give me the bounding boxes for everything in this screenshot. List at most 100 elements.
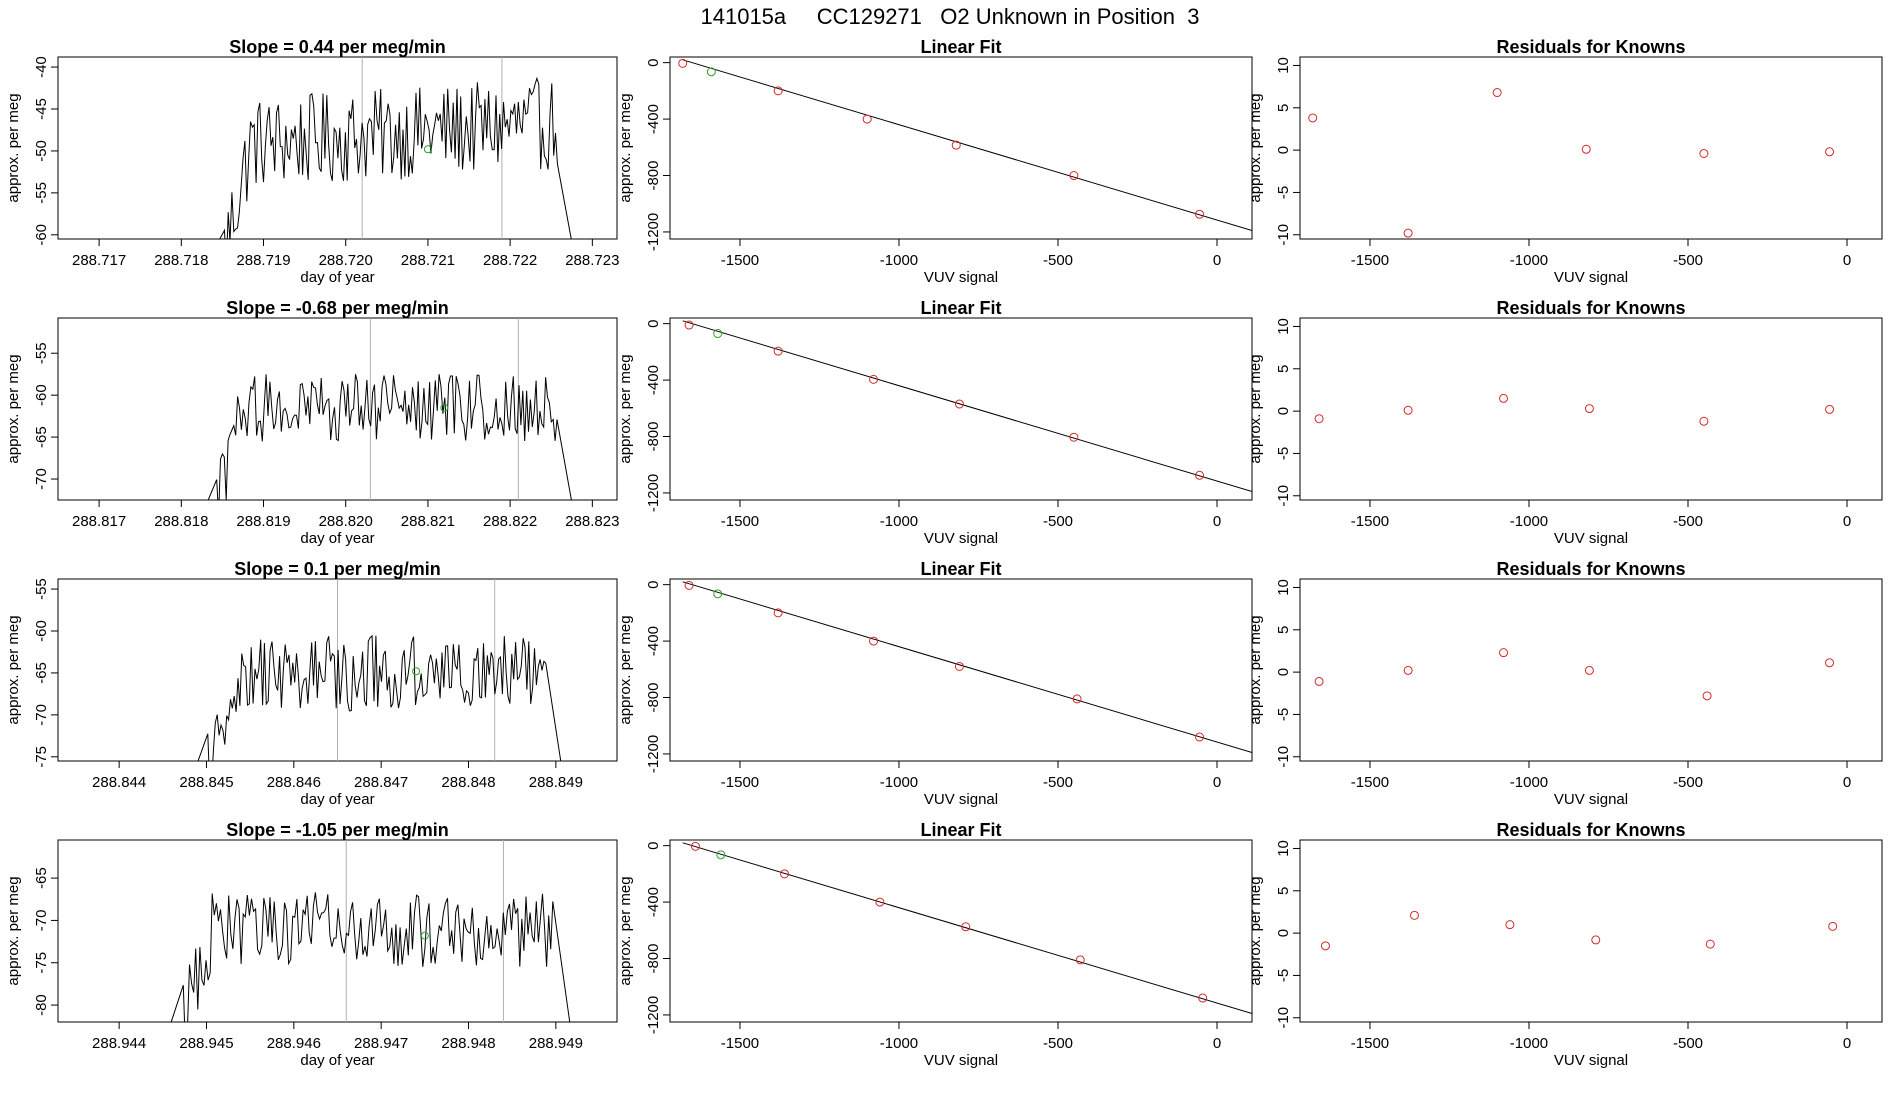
series-trace xyxy=(207,374,572,500)
x-tick-label: 288.944 xyxy=(92,1035,146,1052)
x-tick-label: -500 xyxy=(1043,1035,1073,1052)
y-tick-label: -5 xyxy=(1275,447,1292,460)
y-tick-label: 10 xyxy=(1275,840,1292,857)
y-tick-label: -5 xyxy=(1275,969,1292,982)
known-point xyxy=(678,58,688,68)
known-point xyxy=(869,374,879,384)
series-trace xyxy=(219,76,572,239)
y-tick-label: -60 xyxy=(33,620,50,642)
residual-point xyxy=(1314,676,1324,686)
y-tick-label: -60 xyxy=(33,224,50,246)
unknown-point xyxy=(716,850,726,860)
y-tick-label: -800 xyxy=(645,943,662,973)
plot-frame xyxy=(669,56,1253,240)
x-tick-label: 288.846 xyxy=(267,774,321,791)
y-tick-label: -800 xyxy=(645,682,662,712)
x-axis-label: VUV signal xyxy=(1554,530,1628,547)
x-axis-label: day of year xyxy=(300,530,374,547)
residual-point xyxy=(1499,648,1509,658)
y-tick-label: 0 xyxy=(1275,146,1292,154)
panel-r0-c0: Slope = 0.44 per meg/min 288.717 288.718 28… xyxy=(5,37,619,286)
y-tick-label: 0 xyxy=(645,841,662,849)
plot-area xyxy=(1314,648,1835,701)
y-tick-label: -65 xyxy=(33,662,50,684)
x-axis-label: day of year xyxy=(300,269,374,286)
residual-point xyxy=(1584,404,1594,414)
x-tick-label: -500 xyxy=(1673,1035,1703,1052)
x-tick-label: -500 xyxy=(1673,252,1703,269)
fit-line xyxy=(682,842,1252,1015)
residual-point xyxy=(1705,939,1715,949)
x-tick-label: -500 xyxy=(1043,774,1073,791)
residual-point xyxy=(1584,665,1594,675)
y-tick-label: 10 xyxy=(1275,57,1292,74)
plot-frame xyxy=(1299,317,1883,501)
plot-area xyxy=(1314,393,1835,426)
plot-frame xyxy=(1299,578,1883,762)
x-tick-label: -500 xyxy=(1673,774,1703,791)
y-tick-label: -10 xyxy=(1275,485,1292,507)
x-tick-label: 0 xyxy=(1843,513,1851,530)
unknown-point xyxy=(713,329,723,339)
panel-title: Linear Fit xyxy=(920,559,1001,579)
known-point xyxy=(773,608,783,618)
panel-title: Slope = 0.44 per meg/min xyxy=(229,37,446,57)
x-tick-label: -1500 xyxy=(1351,1035,1389,1052)
y-tick-label: 5 xyxy=(1275,365,1292,373)
x-tick-label: 288.719 xyxy=(236,252,290,269)
y-tick-label: -65 xyxy=(33,867,50,889)
known-point xyxy=(690,841,700,851)
x-tick-label: 288.946 xyxy=(267,1035,321,1052)
residual-point xyxy=(1825,658,1835,668)
x-tick-label: -1000 xyxy=(1510,774,1548,791)
panel-title: Linear Fit xyxy=(920,298,1001,318)
y-tick-label: -60 xyxy=(33,384,50,406)
x-tick-label: 288.818 xyxy=(154,513,208,530)
y-axis-label: approx. per meg xyxy=(1247,615,1264,724)
x-tick-label: -1000 xyxy=(880,252,918,269)
panel-r0-c2: Residuals for Knowns -1500 -1000 -500 0 10 5 0 -… xyxy=(1247,37,1883,286)
y-tick-label: -65 xyxy=(33,426,50,448)
x-axis-label: VUV signal xyxy=(1554,1052,1628,1069)
panel-r2-c2: Residuals for Knowns -1500 -1000 -500 0 10 5 0 -… xyxy=(1247,559,1883,808)
y-tick-label: -5 xyxy=(1275,708,1292,721)
x-tick-label: -1500 xyxy=(1351,774,1389,791)
x-tick-label: 288.817 xyxy=(72,513,126,530)
x-tick-label: -1000 xyxy=(880,513,918,530)
panel-title: Residuals for Knowns xyxy=(1496,820,1685,840)
series-trace xyxy=(170,892,571,1022)
known-point xyxy=(1195,732,1205,742)
panel-r1-c0: Slope = -0.68 per meg/min 288.817 288.818 2… xyxy=(5,298,619,547)
plot-frame xyxy=(57,56,618,240)
x-tick-label: 288.949 xyxy=(529,1035,583,1052)
plot-frame xyxy=(669,578,1253,762)
residual-point xyxy=(1409,910,1419,920)
unknown-point xyxy=(440,403,449,412)
known-point xyxy=(773,86,783,96)
y-tick-label: -400 xyxy=(645,365,662,395)
y-tick-label: -10 xyxy=(1275,1007,1292,1029)
y-axis-label: approx. per meg xyxy=(1247,876,1264,985)
x-tick-label: 288.848 xyxy=(441,774,495,791)
unknown-point xyxy=(713,589,723,599)
y-tick-label: -45 xyxy=(33,98,50,120)
x-tick-label: 288.849 xyxy=(529,774,583,791)
known-point xyxy=(1198,993,1208,1003)
y-tick-label: -5 xyxy=(1275,186,1292,199)
y-tick-label: 0 xyxy=(1275,668,1292,676)
x-tick-label: -1000 xyxy=(880,1035,918,1052)
series-trace xyxy=(197,634,562,761)
x-tick-label: 288.844 xyxy=(92,774,146,791)
residual-point xyxy=(1581,144,1591,154)
x-tick-label: 288.723 xyxy=(565,252,619,269)
x-tick-label: -1000 xyxy=(1510,252,1548,269)
known-point xyxy=(875,897,885,907)
x-tick-label: -1000 xyxy=(1510,1035,1548,1052)
x-tick-label: 288.947 xyxy=(354,1035,408,1052)
plot-area xyxy=(682,580,1252,754)
known-point xyxy=(1072,694,1082,704)
residual-point xyxy=(1591,935,1601,945)
panel-r0-c1: Linear Fit -1500 -1000 -500 0 0 -400 -800 -1200 V… xyxy=(617,37,1253,286)
y-tick-label: 0 xyxy=(1275,407,1292,415)
